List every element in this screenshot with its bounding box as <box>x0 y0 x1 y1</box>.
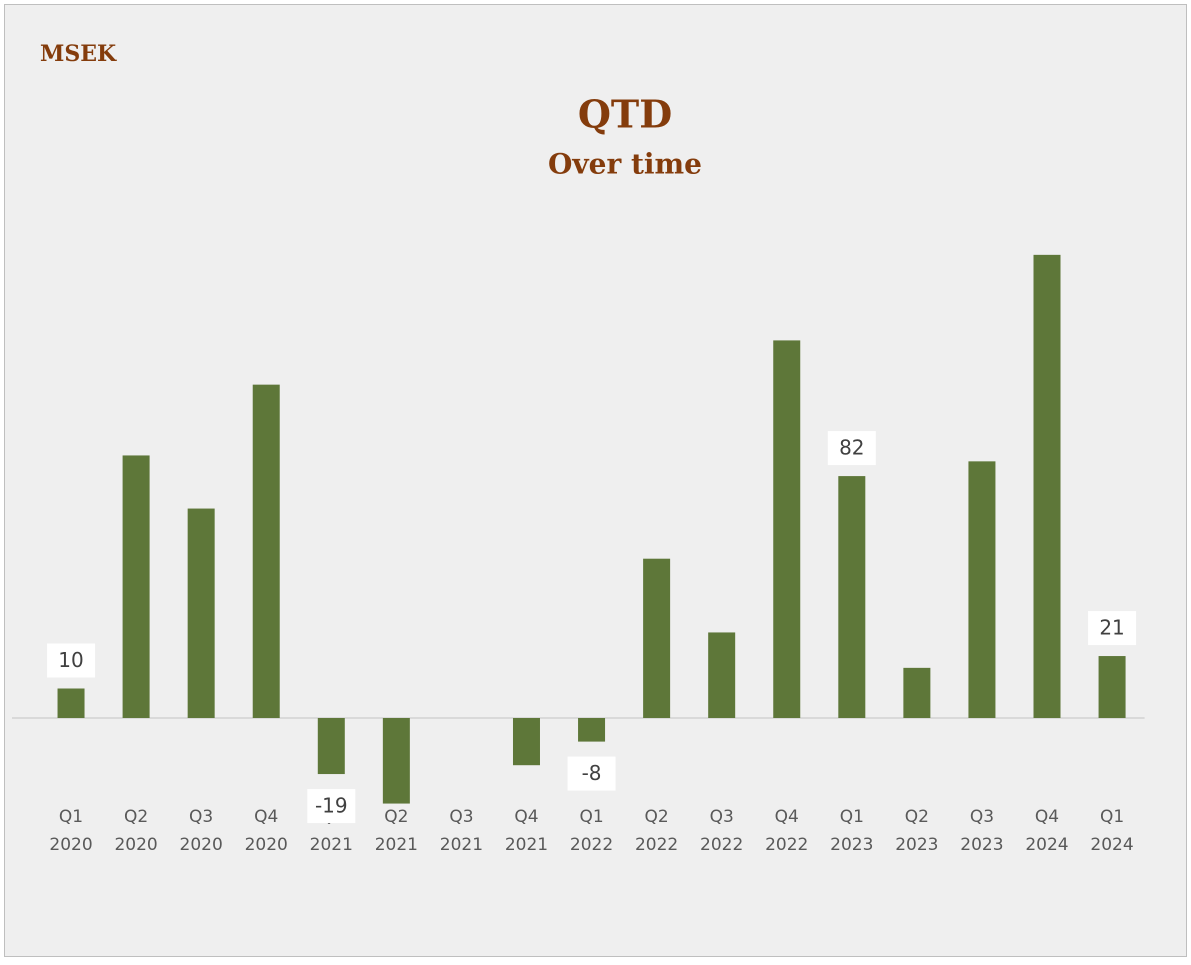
x-tick-label: 2021 <box>310 835 353 855</box>
x-tick-label: 2023 <box>895 835 938 855</box>
bar <box>382 718 410 804</box>
data-label-background <box>567 756 616 791</box>
x-tick-label: Q1 <box>579 807 603 827</box>
bar <box>512 718 540 766</box>
x-tick-label: Q1 <box>1100 807 1124 827</box>
chart-title: QTD <box>578 92 672 137</box>
bar <box>708 632 736 718</box>
bar <box>122 455 150 718</box>
x-tick-label: 2022 <box>570 835 613 855</box>
x-tick-label: 2024 <box>1090 835 1133 855</box>
data-label-background <box>307 789 356 824</box>
bar <box>643 558 671 718</box>
x-tick-label: Q4 <box>1035 807 1059 827</box>
x-tick-label: Q3 <box>710 807 734 827</box>
x-tick-label: Q4 <box>775 807 799 827</box>
data-label-background <box>827 431 876 466</box>
data-label: -8 <box>582 761 602 785</box>
x-tick-label: 2021 <box>505 835 548 855</box>
x-tick-label: 2021 <box>440 835 483 855</box>
bar <box>838 476 866 718</box>
x-tick-label: Q3 <box>449 807 473 827</box>
x-tick-label: Q3 <box>970 807 994 827</box>
x-tick-label: Q1 <box>59 807 83 827</box>
x-tick-label: Q4 <box>514 807 538 827</box>
x-tick-label: Q2 <box>645 807 669 827</box>
x-tick-label: 2023 <box>960 835 1003 855</box>
data-label: 21 <box>1099 616 1124 640</box>
data-label: -19 <box>315 794 348 818</box>
x-tick-label: Q2 <box>384 807 408 827</box>
x-tick-label: 2022 <box>700 835 743 855</box>
x-tick-label: 2020 <box>114 835 157 855</box>
bar <box>317 718 345 775</box>
x-tick-label: 2020 <box>245 835 288 855</box>
bar <box>903 667 931 718</box>
bar <box>968 461 996 718</box>
x-tick-label: Q2 <box>124 807 148 827</box>
bar <box>1033 254 1061 718</box>
x-tick-label: Q4 <box>254 807 278 827</box>
x-tick-label: 2023 <box>830 835 873 855</box>
data-label-background <box>1088 611 1137 646</box>
bar <box>1098 656 1126 718</box>
x-tick-label: 2022 <box>765 835 808 855</box>
x-tick-label: Q2 <box>905 807 929 827</box>
x-tick-label: 2020 <box>180 835 223 855</box>
x-tick-label: Q3 <box>189 807 213 827</box>
bar <box>187 508 215 718</box>
bar <box>578 718 606 742</box>
bar <box>773 340 801 718</box>
x-tick-label: 2024 <box>1025 835 1068 855</box>
data-label-background <box>47 643 96 678</box>
bar <box>252 384 280 718</box>
x-tick-label: Q1 <box>840 807 864 827</box>
data-label: 10 <box>58 648 83 672</box>
unit-label: MSEK <box>40 41 117 67</box>
x-tick-label: 2022 <box>635 835 678 855</box>
bar <box>57 688 85 718</box>
data-label: 82 <box>839 436 864 460</box>
x-tick-label: 2021 <box>375 835 418 855</box>
x-tick-label: 2020 <box>49 835 92 855</box>
chart-subtitle: Over time <box>548 148 702 181</box>
